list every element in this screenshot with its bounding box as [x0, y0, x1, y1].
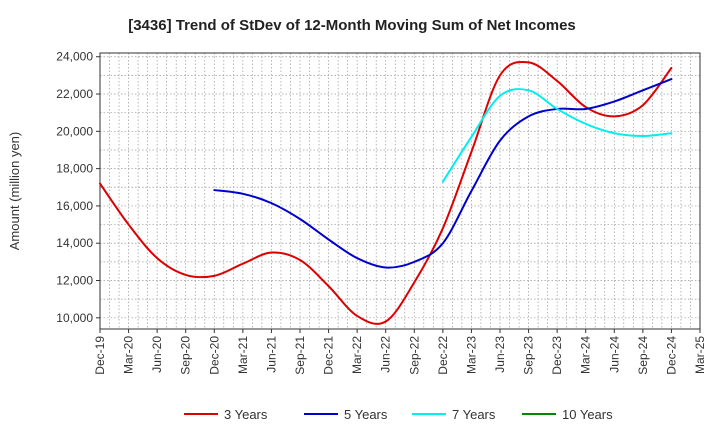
x-tick-label: Sep-23: [522, 336, 536, 375]
x-tick-label: Jun-20: [150, 336, 164, 373]
x-tick-label: Mar-20: [122, 336, 136, 374]
series-line-2: [213, 78, 673, 269]
x-tick-label: Dec-24: [664, 336, 678, 375]
grid: [100, 53, 700, 329]
legend: 3 Years 5 Years 7 Years 10 Years: [184, 407, 613, 422]
y-tick-label: 24,000: [56, 50, 93, 64]
legend-label: 10 Years: [562, 407, 613, 422]
legend-label: 3 Years: [224, 407, 268, 422]
chart-title: [3436] Trend of StDev of 12-Month Moving…: [128, 17, 576, 34]
x-axis: Dec-19 Mar-20 Jun-20 Sep-20 Dec-20 Mar-21 Jun-…: [93, 329, 707, 375]
y-tick-label: 22,000: [56, 87, 93, 101]
y-axis: 10,000 12,000 14,000 16,000 18,000 20,000 22,0…: [56, 50, 100, 325]
x-tick-label: Mar-24: [579, 336, 593, 374]
legend-label: 5 Years: [344, 407, 388, 422]
y-tick-label: 14,000: [56, 236, 93, 250]
x-tick-label: Mar-21: [236, 336, 250, 374]
x-tick-label: Dec-23: [550, 336, 564, 375]
series-line-3: [441, 88, 673, 183]
y-tick-label: 10,000: [56, 311, 93, 325]
x-tick-label: Mar-23: [464, 336, 478, 374]
x-tick-label: Dec-20: [207, 336, 221, 375]
y-tick-label: 12,000: [56, 274, 93, 288]
x-tick-label: Mar-22: [350, 336, 364, 374]
legend-label: 7 Years: [452, 407, 496, 422]
x-tick-label: Jun-21: [264, 336, 278, 373]
y-tick-label: 16,000: [56, 199, 93, 213]
x-tick-label: Sep-22: [407, 336, 421, 375]
x-tick-label: Jun-24: [607, 336, 621, 373]
x-tick-label: Jun-22: [379, 336, 393, 373]
plot-frame: [99, 52, 701, 330]
x-tick-label: Sep-20: [179, 336, 193, 375]
y-axis-label: Amount (million yen): [7, 132, 22, 251]
x-tick-label: Mar-25: [693, 336, 707, 374]
series-lines: [99, 60, 673, 325]
x-tick-label: Sep-24: [636, 336, 650, 375]
x-tick-label: Sep-21: [293, 336, 307, 375]
y-tick-label: 20,000: [56, 124, 93, 138]
y-tick-label: 18,000: [56, 162, 93, 176]
x-tick-label: Dec-21: [322, 336, 336, 375]
x-tick-label: Dec-19: [93, 336, 107, 375]
x-tick-label: Dec-22: [436, 336, 450, 375]
x-tick-label: Jun-23: [493, 336, 507, 373]
series-line-1: [99, 60, 673, 325]
